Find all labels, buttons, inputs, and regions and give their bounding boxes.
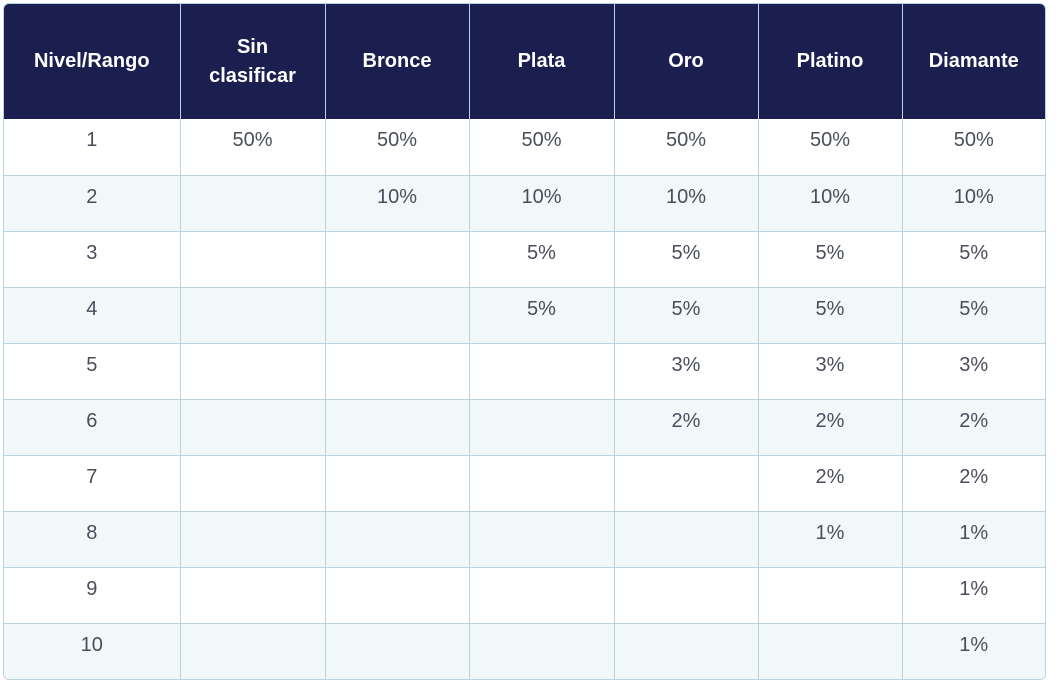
table-cell: 10% <box>468 174 614 231</box>
table-cell: 50% <box>468 119 614 175</box>
table-cell: 3% <box>757 342 902 399</box>
table-cell <box>179 510 325 567</box>
level-cell: 2 <box>4 174 180 231</box>
table-cell <box>468 454 614 511</box>
table-cell <box>179 174 325 231</box>
table-row: 6 2% 2% 2% <box>4 398 1045 455</box>
table-cell <box>324 622 469 679</box>
table-cell <box>324 398 469 455</box>
table-cell: 50% <box>613 119 758 175</box>
table-cell: 1% <box>901 566 1045 623</box>
table-cell <box>324 454 469 511</box>
table-cell <box>468 622 614 679</box>
table-cell: 50% <box>901 119 1045 175</box>
table-body: 1 50% 50% 50% 50% 50% 50% 2 10% 10% 10% … <box>4 119 1045 679</box>
table-row: 1 50% 50% 50% 50% 50% 50% <box>4 119 1045 175</box>
rank-commission-table-container: Nivel/Rango Sin clasificar Bronce Plata … <box>3 3 1046 680</box>
header-diamond: Diamante <box>901 4 1045 119</box>
table-row: 7 2% 2% <box>4 454 1045 511</box>
header-level-rank: Nivel/Rango <box>4 4 180 119</box>
table-cell: 10% <box>324 174 469 231</box>
table-cell <box>613 622 758 679</box>
table-cell <box>613 510 758 567</box>
table-cell: 2% <box>613 398 758 455</box>
table-cell: 1% <box>901 622 1045 679</box>
table-cell: 10% <box>613 174 758 231</box>
table-cell: 5% <box>468 230 614 287</box>
header-platinum: Platino <box>757 4 902 119</box>
level-cell: 5 <box>4 342 180 399</box>
table-cell <box>324 286 469 343</box>
table-cell: 1% <box>901 510 1045 567</box>
table-cell: 5% <box>468 286 614 343</box>
table-cell <box>324 510 469 567</box>
table-cell: 10% <box>901 174 1045 231</box>
table-cell <box>757 566 902 623</box>
table-cell: 10% <box>757 174 902 231</box>
table-cell: 5% <box>757 286 902 343</box>
table-cell <box>613 454 758 511</box>
header-unclassified-label: Sin clasificar <box>209 35 296 87</box>
table-cell: 50% <box>324 119 469 175</box>
table-cell <box>757 622 902 679</box>
table-row: 2 10% 10% 10% 10% 10% <box>4 174 1045 231</box>
table-cell: 1% <box>757 510 902 567</box>
header-row: Nivel/Rango Sin clasificar Bronce Plata … <box>4 4 1045 119</box>
table-row: 4 5% 5% 5% 5% <box>4 286 1045 343</box>
table-cell <box>324 566 469 623</box>
table-cell <box>179 454 325 511</box>
level-cell: 7 <box>4 454 180 511</box>
table-cell: 2% <box>901 454 1045 511</box>
table-cell <box>179 622 325 679</box>
table-cell: 3% <box>901 342 1045 399</box>
table-cell: 5% <box>901 230 1045 287</box>
header-gold: Oro <box>613 4 758 119</box>
table-cell <box>468 566 614 623</box>
table-cell: 50% <box>757 119 902 175</box>
table-cell <box>468 510 614 567</box>
table-cell <box>468 398 614 455</box>
table-cell: 2% <box>757 398 902 455</box>
table-cell <box>324 342 469 399</box>
header-unclassified: Sin clasificar <box>179 4 325 119</box>
table-cell <box>613 566 758 623</box>
level-cell: 6 <box>4 398 180 455</box>
table-row: 8 1% 1% <box>4 510 1045 567</box>
table-cell <box>324 230 469 287</box>
table-cell: 5% <box>757 230 902 287</box>
table-cell: 5% <box>613 286 758 343</box>
table-cell <box>179 342 325 399</box>
header-bronze: Bronce <box>324 4 469 119</box>
table-cell: 5% <box>901 286 1045 343</box>
table-cell: 2% <box>901 398 1045 455</box>
table-cell <box>179 230 325 287</box>
level-cell: 3 <box>4 230 180 287</box>
table-row: 9 1% <box>4 566 1045 623</box>
level-cell: 4 <box>4 286 180 343</box>
level-cell: 1 <box>86 129 98 152</box>
table-row: 3 5% 5% 5% 5% <box>4 230 1045 287</box>
header-silver: Plata <box>468 4 614 119</box>
level-cell: 8 <box>4 510 180 567</box>
table-header: Nivel/Rango Sin clasificar Bronce Plata … <box>4 4 1045 119</box>
table-row: 5 3% 3% 3% <box>4 342 1045 399</box>
table-cell: 5% <box>613 230 758 287</box>
table-row: 10 1% <box>4 622 1045 679</box>
table-cell: 50% <box>179 119 325 175</box>
table-cell: 2% <box>757 454 902 511</box>
table-cell <box>468 342 614 399</box>
table-cell <box>179 566 325 623</box>
level-cell: 9 <box>4 566 180 623</box>
table-cell: 3% <box>613 342 758 399</box>
level-cell: 10 <box>4 622 180 679</box>
table-cell <box>179 286 325 343</box>
rank-commission-table: Nivel/Rango Sin clasificar Bronce Plata … <box>4 4 1045 679</box>
table-cell <box>179 398 325 455</box>
